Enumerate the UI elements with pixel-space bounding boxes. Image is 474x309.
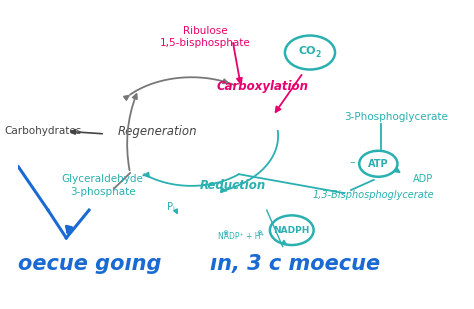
Text: oecue goıng: oecue goıng	[18, 254, 162, 274]
Text: NADP⁺ + H⁺: NADP⁺ + H⁺	[219, 232, 265, 241]
Text: Carboxylation: Carboxylation	[216, 80, 308, 93]
Text: ın, 3 c moecue: ın, 3 c moecue	[210, 254, 380, 274]
Text: ⊕: ⊕	[256, 230, 262, 236]
Text: ⊕: ⊕	[223, 230, 228, 236]
Text: Glyceraldehyde
3-phosphate: Glyceraldehyde 3-phosphate	[62, 174, 144, 197]
Text: Regeneration: Regeneration	[118, 125, 197, 138]
Text: 3-Phosphoglycerate: 3-Phosphoglycerate	[345, 112, 448, 122]
Text: 2: 2	[316, 50, 321, 59]
Text: Ribulose
1,5-bisphosphate: Ribulose 1,5-bisphosphate	[160, 26, 251, 48]
Text: NADPH: NADPH	[273, 226, 310, 235]
Text: CO: CO	[299, 46, 317, 56]
Text: ATP: ATP	[368, 159, 389, 169]
Text: –: –	[349, 157, 355, 167]
Text: Pᵢ: Pᵢ	[167, 202, 175, 212]
Text: Carbohydrates: Carbohydrates	[5, 126, 82, 136]
Text: Reduction: Reduction	[200, 179, 265, 192]
Text: ADP: ADP	[412, 174, 433, 184]
Text: 1,3-Bisphosphoglycerate: 1,3-Bisphosphoglycerate	[313, 190, 435, 200]
